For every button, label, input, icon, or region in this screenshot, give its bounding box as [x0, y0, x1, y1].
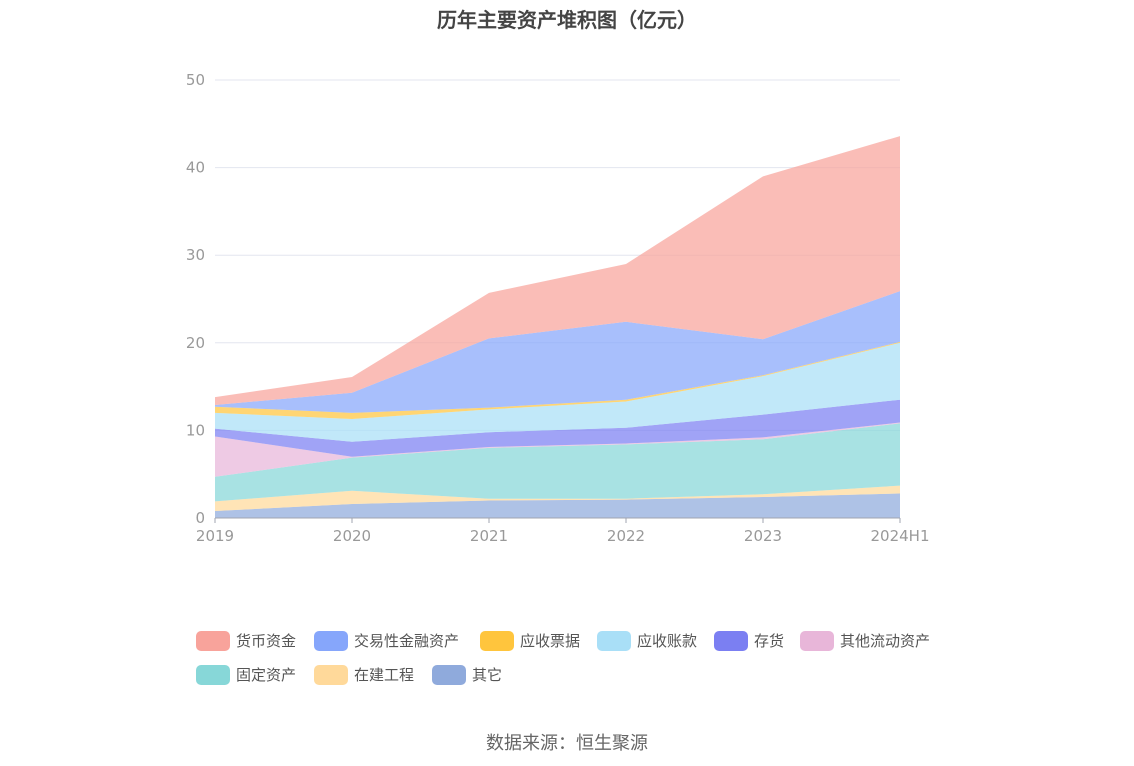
legend-label: 存货 — [754, 632, 785, 650]
y-tick-label: 40 — [186, 159, 205, 177]
data-source: 数据来源：恒生聚源 — [486, 733, 648, 754]
x-tick-label: 2023 — [744, 527, 782, 545]
legend-item[interactable]: 货币资金 — [196, 630, 296, 651]
legend-swatch — [432, 664, 466, 685]
x-tick-label: 2019 — [196, 527, 234, 545]
legend-item[interactable]: 应收票据 — [480, 630, 580, 651]
area-应收票据[interactable] — [215, 341, 900, 419]
legend-item[interactable]: 存货 — [714, 630, 784, 651]
axes: 0 10 20 30 40 50 2019 2020 2021 2022 2023 2024H1 — [186, 71, 930, 545]
y-tick-label: 30 — [186, 246, 205, 264]
legend-item[interactable]: 固定资产 — [196, 664, 296, 685]
area-应收账款[interactable] — [215, 342, 900, 442]
x-tick-label: 2022 — [607, 527, 645, 545]
legend-label: 货币资金 — [236, 632, 297, 650]
area-交易性金融资产[interactable] — [215, 291, 900, 413]
y-tick-label: 0 — [195, 509, 205, 527]
area-其它[interactable] — [215, 493, 900, 519]
legend-swatch — [314, 630, 348, 651]
stacked-area-chart: 0 10 20 30 40 50 2019 2020 2021 2022 2023 2024H1 — [186, 71, 930, 545]
legend-item[interactable]: 其他流动资产 — [800, 630, 930, 651]
area-固定资产[interactable] — [215, 423, 900, 502]
legend-label: 固定资产 — [236, 666, 297, 684]
legend-label: 其他流动资产 — [840, 632, 931, 650]
legend-label: 在建工程 — [354, 666, 415, 684]
legend-swatch — [196, 664, 230, 685]
legend-swatch — [314, 664, 348, 685]
legend-swatch — [597, 630, 631, 651]
legend-item[interactable]: 在建工程 — [314, 664, 414, 685]
x-tick-label: 2021 — [470, 527, 508, 545]
x-tick-label: 2024H1 — [871, 527, 930, 545]
y-tick-label: 50 — [186, 71, 205, 89]
chart-title: 历年主要资产堆积图（亿元） — [437, 8, 697, 32]
legend-swatch — [196, 630, 230, 651]
area-在建工程[interactable] — [215, 485, 900, 511]
legend-label: 应收票据 — [520, 632, 581, 650]
legend-swatch — [480, 630, 514, 651]
y-tick-label: 10 — [186, 421, 205, 439]
legend-swatch — [800, 630, 834, 651]
area-货币资金[interactable] — [215, 136, 900, 405]
legend-item[interactable]: 交易性金融资产 — [314, 630, 459, 651]
area-存货[interactable] — [215, 399, 900, 457]
legend-label: 交易性金融资产 — [354, 632, 460, 650]
legend-label: 应收账款 — [637, 632, 698, 650]
legend-item[interactable]: 其它 — [432, 664, 502, 685]
legend-swatch — [714, 630, 748, 651]
area-series — [215, 136, 900, 518]
legend-label: 其它 — [472, 666, 503, 684]
legend-item[interactable]: 应收账款 — [597, 630, 697, 651]
x-tick-label: 2020 — [333, 527, 371, 545]
y-tick-label: 20 — [186, 334, 205, 352]
